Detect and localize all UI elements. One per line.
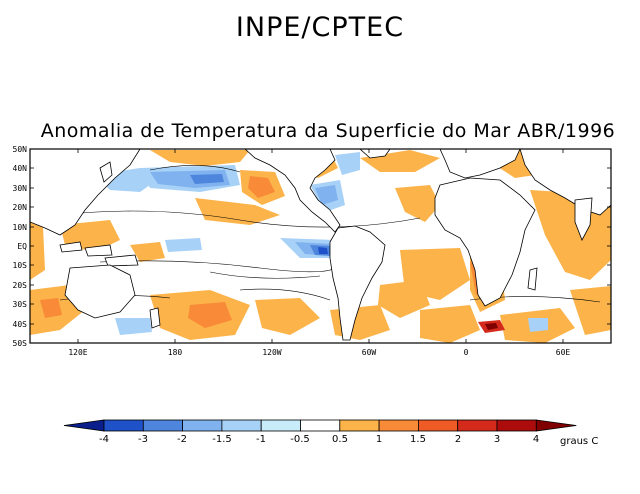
- colorbar-cells: [63, 419, 577, 432]
- africa: [434, 177, 536, 307]
- map-field: [30, 149, 611, 343]
- madagascar: [527, 267, 538, 291]
- colorbar-cell: [457, 419, 498, 432]
- lat-label: 40S: [13, 320, 28, 329]
- lat-label: 30S: [13, 300, 28, 309]
- lon-axis: 120E 180 120W 60W 0 60E: [68, 149, 570, 357]
- colorbar-label: 0.5: [332, 434, 348, 445]
- colorbar-unit-label: graus C: [560, 436, 598, 447]
- new-guinea: [104, 254, 139, 267]
- land-masses: [30, 149, 611, 341]
- colorbar-cell: [221, 419, 262, 432]
- lon-label: 120E: [68, 348, 87, 357]
- colorbar-label: 4: [533, 434, 539, 445]
- colorbar-cell: [378, 419, 419, 432]
- colorbar-cell: [496, 419, 537, 432]
- colorbar-cell: [260, 419, 301, 432]
- colorbar: -4 -3 -2 -1.5 -1 -0.5 0.5 1 1.5 2 3 4 gr…: [63, 419, 598, 447]
- lat-label: 10N: [13, 223, 28, 232]
- lat-label: 50N: [13, 145, 28, 154]
- colorbar-label: 3: [494, 434, 500, 445]
- new-zealand: [149, 307, 161, 329]
- south-america: [329, 225, 386, 341]
- colorbar-arrow-low: [63, 419, 105, 432]
- lon-label: 60E: [556, 348, 571, 357]
- colorbar-label: 2: [455, 434, 461, 445]
- colorbar-label: 1: [376, 434, 382, 445]
- lat-label: 20S: [13, 281, 28, 290]
- colorbar-label: -0.5: [290, 434, 310, 445]
- japan: [99, 161, 113, 183]
- lat-label: 40N: [13, 164, 28, 173]
- colorbar-label: 1.5: [410, 434, 426, 445]
- colorbar-label: -1.5: [212, 434, 232, 445]
- extreme-anomaly-areas: [485, 323, 498, 330]
- colorbar-cell: [300, 419, 341, 432]
- colorbar-label: -3: [138, 434, 148, 445]
- indonesia-1: [59, 241, 83, 253]
- colorbar-cell: [339, 419, 380, 432]
- lat-label: 20N: [13, 203, 28, 212]
- lat-axis: 50N 40N 30N 20N 10N EQ 10S 20S 30S 40S 5…: [13, 145, 611, 348]
- lat-label: 30N: [13, 184, 28, 193]
- lon-label: 180: [168, 348, 183, 357]
- lat-label: 50S: [13, 339, 28, 348]
- strongest-cold-anomaly-areas: [318, 247, 328, 254]
- colorbar-cell: [417, 419, 459, 432]
- lon-label: 120W: [262, 348, 281, 357]
- lon-label: 60W: [362, 348, 377, 357]
- colorbar-label: -4: [99, 434, 109, 445]
- europe: [439, 149, 521, 179]
- page-title: INPE/CPTEC: [235, 12, 405, 43]
- greenland: [359, 149, 391, 159]
- colorbar-label: -2: [177, 434, 187, 445]
- lat-label: EQ: [17, 242, 27, 251]
- colorbar-cell: [142, 419, 184, 432]
- asia: [30, 149, 141, 236]
- colorbar-cell: [182, 419, 223, 432]
- colorbar-labels: -4 -3 -2 -1.5 -1 -0.5 0.5 1 1.5 2 3 4: [99, 434, 539, 445]
- colorbar-cell: [103, 419, 144, 432]
- indonesia-2: [84, 244, 113, 257]
- map-subtitle: Anomalia de Temperatura da Superficie do…: [40, 120, 616, 142]
- colorbar-label: -1: [256, 434, 266, 445]
- lat-label: 10S: [13, 261, 28, 270]
- colorbar-arrow-high: [535, 419, 577, 432]
- india: [574, 197, 593, 241]
- lon-label: 0: [464, 348, 469, 357]
- australia: [64, 264, 136, 319]
